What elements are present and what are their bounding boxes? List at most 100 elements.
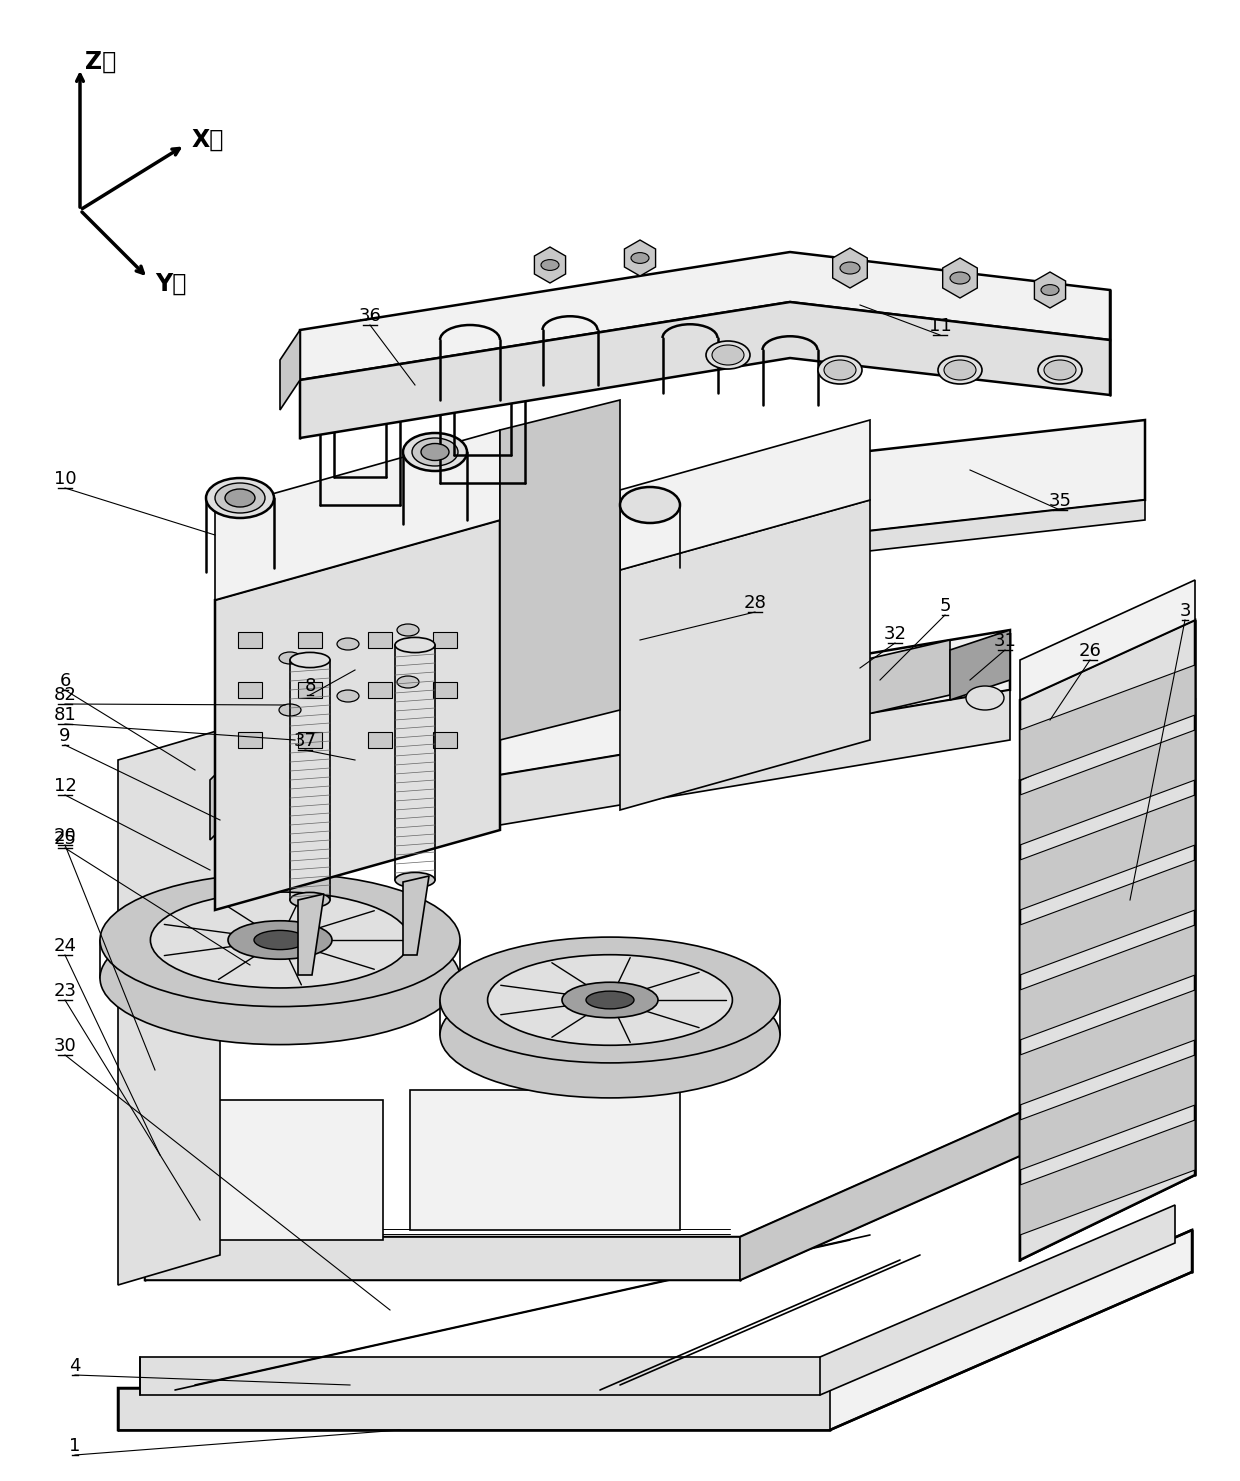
Ellipse shape xyxy=(839,262,861,274)
Text: 35: 35 xyxy=(1049,492,1071,509)
Text: 20: 20 xyxy=(53,826,77,846)
Polygon shape xyxy=(942,258,977,298)
Polygon shape xyxy=(1021,860,1195,974)
Polygon shape xyxy=(1021,989,1195,1105)
Polygon shape xyxy=(820,640,950,726)
Ellipse shape xyxy=(206,478,274,518)
Polygon shape xyxy=(620,421,870,570)
Polygon shape xyxy=(229,629,1011,820)
Text: 30: 30 xyxy=(53,1037,77,1054)
Polygon shape xyxy=(140,1206,1176,1395)
Polygon shape xyxy=(1021,1120,1195,1235)
Ellipse shape xyxy=(228,921,332,960)
Polygon shape xyxy=(210,760,229,840)
Ellipse shape xyxy=(944,360,976,381)
Polygon shape xyxy=(215,429,500,600)
Polygon shape xyxy=(1034,273,1065,308)
Text: 3: 3 xyxy=(1179,601,1190,621)
Text: Y轴: Y轴 xyxy=(155,273,186,296)
Ellipse shape xyxy=(403,432,467,471)
Text: 23: 23 xyxy=(53,982,77,1000)
Polygon shape xyxy=(298,632,322,649)
Polygon shape xyxy=(950,629,1011,701)
Polygon shape xyxy=(368,681,392,698)
Ellipse shape xyxy=(150,892,409,988)
Polygon shape xyxy=(145,1094,1060,1280)
Text: 37: 37 xyxy=(294,732,316,749)
Ellipse shape xyxy=(712,345,744,364)
Polygon shape xyxy=(148,1100,383,1240)
Ellipse shape xyxy=(279,652,301,663)
Polygon shape xyxy=(229,690,1011,869)
Ellipse shape xyxy=(562,982,658,1017)
Polygon shape xyxy=(701,501,1145,570)
Text: 82: 82 xyxy=(53,686,77,703)
Ellipse shape xyxy=(950,273,970,284)
Ellipse shape xyxy=(706,341,750,369)
Polygon shape xyxy=(368,632,392,649)
Text: 32: 32 xyxy=(883,625,906,643)
Text: 36: 36 xyxy=(358,307,382,324)
Polygon shape xyxy=(1021,795,1195,909)
Polygon shape xyxy=(298,895,324,974)
Polygon shape xyxy=(433,681,458,698)
Ellipse shape xyxy=(937,355,982,384)
Ellipse shape xyxy=(290,893,330,908)
Ellipse shape xyxy=(290,653,330,668)
Ellipse shape xyxy=(279,703,301,715)
Polygon shape xyxy=(300,252,1110,381)
Ellipse shape xyxy=(620,487,680,523)
Ellipse shape xyxy=(1044,360,1076,381)
Polygon shape xyxy=(1021,1054,1195,1170)
Ellipse shape xyxy=(487,955,733,1046)
Ellipse shape xyxy=(337,690,360,702)
Text: 81: 81 xyxy=(53,706,77,724)
Polygon shape xyxy=(701,421,1145,549)
Text: 28: 28 xyxy=(744,594,766,612)
Polygon shape xyxy=(1021,665,1195,780)
Ellipse shape xyxy=(254,930,306,949)
Text: 9: 9 xyxy=(60,727,71,745)
Polygon shape xyxy=(238,732,262,748)
Text: 5: 5 xyxy=(939,597,951,615)
Text: 12: 12 xyxy=(53,778,77,795)
Text: 1: 1 xyxy=(69,1437,81,1454)
Ellipse shape xyxy=(541,259,559,271)
Ellipse shape xyxy=(412,438,458,467)
Text: 31: 31 xyxy=(993,632,1017,650)
Ellipse shape xyxy=(1042,284,1059,295)
Polygon shape xyxy=(740,1094,1060,1280)
Polygon shape xyxy=(145,1185,379,1237)
Polygon shape xyxy=(300,302,1110,438)
Polygon shape xyxy=(1021,730,1195,846)
Polygon shape xyxy=(298,732,322,748)
Ellipse shape xyxy=(397,675,419,689)
Polygon shape xyxy=(625,240,656,275)
Text: Z轴: Z轴 xyxy=(86,50,117,74)
Polygon shape xyxy=(833,247,867,287)
Ellipse shape xyxy=(818,355,862,384)
Polygon shape xyxy=(238,632,262,649)
Polygon shape xyxy=(368,732,392,748)
Polygon shape xyxy=(1021,701,1195,1260)
Text: 6: 6 xyxy=(60,672,71,690)
Ellipse shape xyxy=(224,489,255,507)
Polygon shape xyxy=(1021,621,1195,1260)
Polygon shape xyxy=(280,330,300,410)
Ellipse shape xyxy=(440,937,780,1063)
Polygon shape xyxy=(433,632,458,649)
Polygon shape xyxy=(1021,581,1195,701)
Polygon shape xyxy=(620,501,870,810)
Ellipse shape xyxy=(397,624,419,635)
Ellipse shape xyxy=(215,483,265,512)
Ellipse shape xyxy=(100,874,460,1007)
Polygon shape xyxy=(238,681,262,698)
Ellipse shape xyxy=(100,911,460,1044)
Polygon shape xyxy=(145,1237,740,1280)
Text: 4: 4 xyxy=(69,1357,81,1374)
Ellipse shape xyxy=(422,443,449,461)
Polygon shape xyxy=(403,875,429,955)
Ellipse shape xyxy=(396,872,435,887)
Polygon shape xyxy=(433,732,458,748)
Text: 26: 26 xyxy=(1079,641,1101,661)
